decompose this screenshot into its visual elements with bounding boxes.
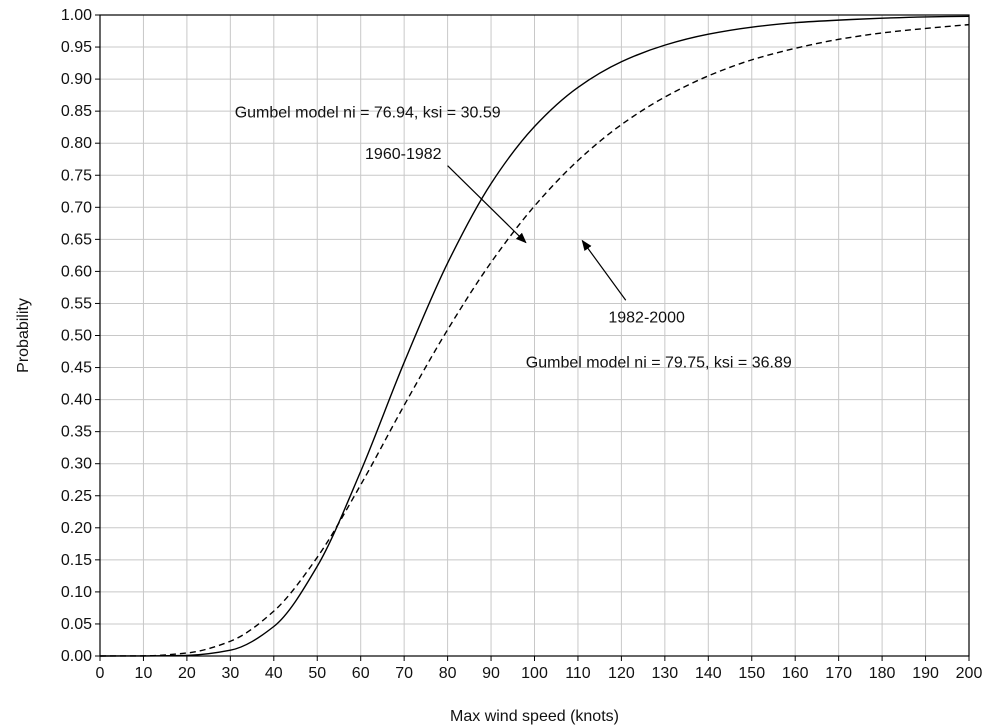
annotation-arrow-1 [447, 165, 527, 244]
series-line-1 [99, 15, 970, 657]
y-tick-label: 0.50 [61, 328, 92, 345]
annotation-label-1: 1960-1982 [365, 146, 442, 163]
annotation-label-2: 1982-2000 [608, 310, 685, 327]
y-tick-label: 0.00 [61, 648, 92, 665]
x-tick-label: 100 [521, 665, 548, 682]
y-tick-label: 0.20 [61, 520, 92, 537]
y-tick-label: 0.85 [61, 103, 92, 120]
annotation-arrow-2 [581, 239, 627, 301]
x-tick-label: 180 [869, 665, 896, 682]
y-tick-label: 0.55 [61, 295, 92, 312]
x-tick-label: 120 [608, 665, 635, 682]
x-tick-label: 10 [135, 665, 153, 682]
series-layer [99, 15, 970, 657]
x-tick-label: 150 [738, 665, 765, 682]
annotation-layer: Gumbel model ni = 76.94, ksi = 30.59 1960… [235, 105, 792, 372]
y-axis-label: Probability [15, 298, 32, 373]
y-tick-label: 0.30 [61, 456, 92, 473]
annotation-model-2: Gumbel model ni = 79.75, ksi = 36.89 [526, 355, 792, 372]
y-tick-label: 0.95 [61, 39, 92, 56]
tick-layer: 0 10 20 30 40 50 60 70 80 90 100 110 120 130 140 150 160… [61, 7, 983, 682]
x-tick-label: 190 [912, 665, 939, 682]
x-tick-label: 160 [782, 665, 809, 682]
y-tick-label: 0.65 [61, 231, 92, 248]
y-tick-label: 0.35 [61, 424, 92, 441]
x-tick-label: 20 [178, 665, 196, 682]
y-tick-label: 0.25 [61, 488, 92, 505]
y-tick-label: 0.60 [61, 263, 92, 280]
y-tick-label: 0.75 [61, 167, 92, 184]
x-axis-label: Max wind speed (knots) [450, 708, 619, 725]
y-tick-label: 0.70 [61, 199, 92, 216]
x-tick-label: 200 [956, 665, 983, 682]
annotation-model-1: Gumbel model ni = 76.94, ksi = 30.59 [235, 105, 501, 122]
x-tick-label: 90 [482, 665, 500, 682]
x-tick-label: 60 [352, 665, 370, 682]
x-tick-label: 30 [221, 665, 239, 682]
x-tick-label: 50 [308, 665, 326, 682]
y-tick-label: 1.00 [61, 7, 92, 24]
y-tick-label: 0.10 [61, 584, 92, 601]
x-tick-label: 110 [565, 665, 591, 682]
series-line-2 [99, 23, 970, 657]
y-tick-label: 0.05 [61, 616, 92, 633]
x-tick-label: 140 [695, 665, 722, 682]
x-tick-label: 40 [265, 665, 283, 682]
y-tick-label: 0.40 [61, 392, 92, 409]
y-tick-label: 0.15 [61, 552, 92, 569]
x-tick-label: 80 [439, 665, 457, 682]
x-tick-label: 170 [825, 665, 852, 682]
y-tick-label: 0.80 [61, 135, 92, 152]
x-tick-label: 0 [96, 665, 105, 682]
grid-layer [99, 14, 970, 657]
y-tick-label: 0.90 [61, 71, 92, 88]
y-tick-label: 0.45 [61, 360, 92, 377]
x-tick-label: 70 [395, 665, 413, 682]
x-tick-label: 130 [651, 665, 678, 682]
